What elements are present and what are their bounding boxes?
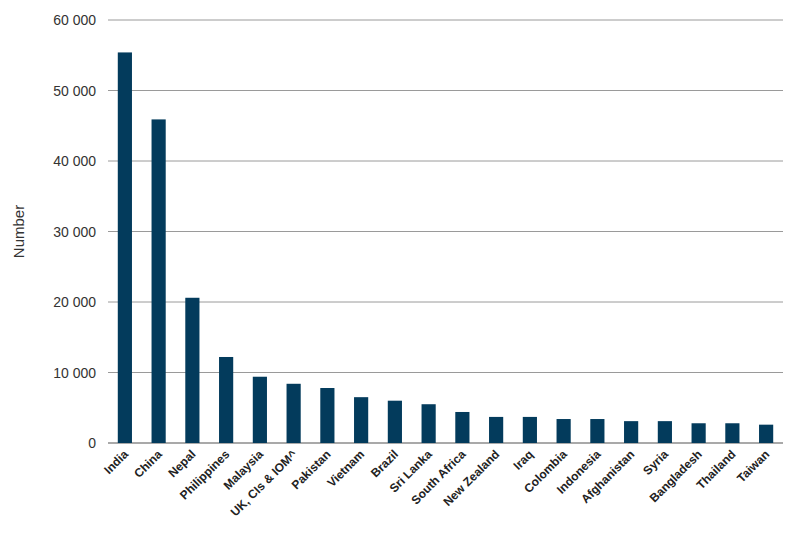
bar bbox=[152, 119, 166, 443]
category-label: China bbox=[131, 447, 165, 481]
grid-line bbox=[108, 20, 783, 21]
grid-line bbox=[108, 231, 783, 232]
tick-label: 30 000 bbox=[53, 224, 96, 240]
bar bbox=[422, 404, 436, 443]
category-label: Pakistan bbox=[289, 447, 334, 492]
category-label: Taiwan bbox=[734, 447, 772, 485]
category-label: Afghanistan bbox=[578, 447, 637, 506]
bar bbox=[692, 423, 706, 443]
tick-label: 20 000 bbox=[53, 294, 96, 310]
axis-title: Number bbox=[10, 205, 27, 258]
bars bbox=[118, 52, 773, 443]
bar bbox=[590, 419, 604, 443]
grid-line bbox=[108, 302, 783, 303]
category-label: Bangladesh bbox=[647, 447, 705, 505]
grid-line bbox=[108, 90, 783, 91]
bar bbox=[455, 412, 469, 443]
bar bbox=[219, 357, 233, 443]
category-label: Vietnam bbox=[324, 447, 367, 490]
bar bbox=[287, 384, 301, 443]
bar bbox=[489, 417, 503, 443]
axis-line bbox=[108, 442, 783, 443]
category-label: New Zealand bbox=[440, 447, 502, 509]
bar bbox=[253, 377, 267, 443]
bar bbox=[759, 425, 773, 443]
category-label: Philippines bbox=[177, 447, 232, 502]
bar bbox=[320, 388, 334, 443]
bar bbox=[658, 421, 672, 443]
bar bbox=[557, 419, 571, 443]
category-label: Syria bbox=[640, 447, 671, 478]
bar bbox=[624, 421, 638, 443]
bar bbox=[523, 417, 537, 443]
bar bbox=[354, 397, 368, 443]
category-label: Thailand bbox=[694, 447, 739, 492]
tick-label: 0 bbox=[88, 435, 96, 451]
tick-label: 50 000 bbox=[53, 83, 96, 99]
tick-label: 40 000 bbox=[53, 153, 96, 169]
chart-container: 0 10 000 20 000 30 000 40 000 50 000 60 000 Ind… bbox=[0, 0, 800, 535]
grid-line bbox=[108, 161, 783, 162]
grid-line bbox=[108, 372, 783, 373]
bar bbox=[388, 401, 402, 443]
tick-label: 60 000 bbox=[53, 12, 96, 28]
bar bbox=[185, 298, 199, 443]
grid bbox=[108, 20, 783, 443]
bar bbox=[725, 423, 739, 443]
tick-label: 10 000 bbox=[53, 365, 96, 381]
bar bbox=[118, 52, 132, 443]
category-label: India bbox=[101, 447, 131, 477]
category-label: Iraq bbox=[511, 447, 536, 472]
chart-svg: 0 10 000 20 000 30 000 40 000 50 000 60 000 Ind… bbox=[0, 0, 800, 535]
